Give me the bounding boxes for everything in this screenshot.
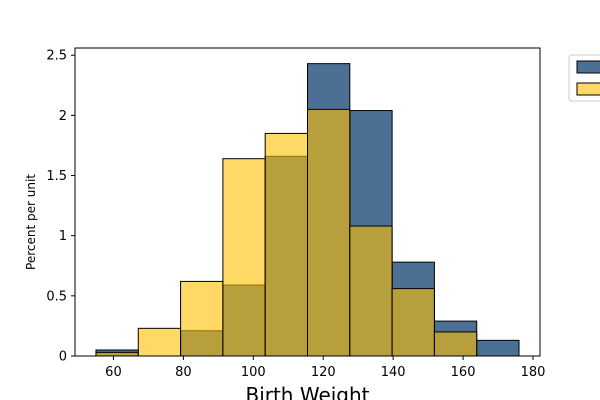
bar-series2-bin3	[180, 280, 224, 357]
y-tick-label-2: 0.5	[46, 289, 67, 304]
bar-series2-bin9	[433, 331, 478, 357]
y-tick-label-5: 2	[59, 109, 67, 124]
bar-series2-bin8	[391, 288, 435, 357]
bar-series2-bin2	[137, 327, 182, 357]
y-tick-label-4: 1.5	[46, 169, 67, 184]
y-tick-label-1: 0	[59, 350, 67, 365]
x-tick-label-4: 120	[311, 365, 336, 380]
plot-frame	[74, 47, 541, 357]
x-axis-label: Birth Weight	[245, 383, 369, 400]
bar-series2-bin7	[349, 225, 393, 357]
bar-series2-bin1	[95, 351, 139, 357]
x-tick-label-3: 100	[241, 365, 266, 380]
bar-series2-bin4	[222, 158, 266, 357]
legend-swatch-2	[576, 82, 600, 96]
bar-series1-bin10	[476, 339, 520, 357]
legend-swatch-1	[576, 60, 600, 74]
x-tick-label-7: 180	[521, 365, 546, 380]
bar-series2-bin5	[264, 132, 309, 357]
bar-series2-bin6	[307, 108, 351, 357]
x-tick-label-6: 160	[451, 365, 476, 380]
x-tick-label-5: 140	[381, 365, 406, 380]
x-tick-label-1: 60	[105, 365, 122, 380]
x-tick-label-2: 80	[175, 365, 192, 380]
y-tick-label-3: 1	[59, 229, 67, 244]
y-axis-label: Percent per unit	[24, 174, 38, 270]
y-tick-label-6: 2.5	[46, 49, 67, 64]
